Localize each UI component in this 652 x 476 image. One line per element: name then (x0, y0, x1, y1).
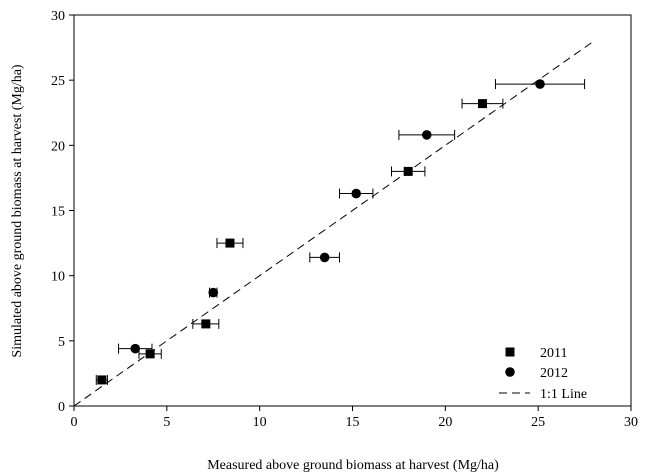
data-point-2012 (130, 343, 141, 354)
legend-square-icon (505, 347, 515, 357)
x-tick-label: 5 (163, 415, 170, 430)
legend-circle-icon (505, 367, 515, 377)
data-point-2011 (225, 238, 235, 248)
one-to-one-line (73, 40, 595, 407)
y-tick-label: 30 (51, 9, 65, 24)
x-tick-label: 0 (71, 415, 78, 430)
axes-layer: 0 5 10 15 20 25 30 0 5 10 15 20 25 30 (51, 9, 638, 430)
data-point-2011 (97, 375, 107, 385)
y-tick-label: 25 (51, 74, 65, 89)
y-tick-label: 15 (51, 205, 65, 220)
x-tick-label: 20 (438, 415, 452, 430)
data-point-2012 (351, 188, 362, 199)
y-tick-label: 20 (51, 139, 65, 154)
x-axis-label: Measured above ground biomass at harvest… (207, 458, 499, 473)
legend: 2011 2012 1:1 Line (499, 346, 587, 402)
x-tick-label: 25 (531, 415, 545, 430)
data-point-2012 (421, 130, 432, 140)
data-point-2012 (535, 79, 545, 89)
y-axis-label: Simulated above ground biomass at harves… (10, 64, 25, 357)
y-tick-label: 0 (58, 400, 65, 415)
y-tick-label: 10 (51, 270, 65, 285)
data-point-2011 (201, 319, 211, 329)
data-point-2011 (403, 166, 413, 176)
legend-label: 1:1 Line (540, 387, 587, 402)
legend-label: 2012 (540, 366, 568, 381)
legend-label: 2011 (540, 346, 567, 361)
y-tick-label: 5 (58, 335, 65, 350)
one-to-one-line-layer (73, 40, 595, 407)
data-point-2012 (319, 252, 330, 263)
data-point-2011 (145, 349, 155, 359)
x-tick-label: 10 (253, 415, 267, 430)
data-point-2012 (208, 287, 219, 298)
data-point-2011 (477, 99, 487, 109)
data-points-layer (95, 79, 586, 385)
x-tick-label: 15 (346, 415, 360, 430)
x-tick-label: 30 (624, 415, 638, 430)
